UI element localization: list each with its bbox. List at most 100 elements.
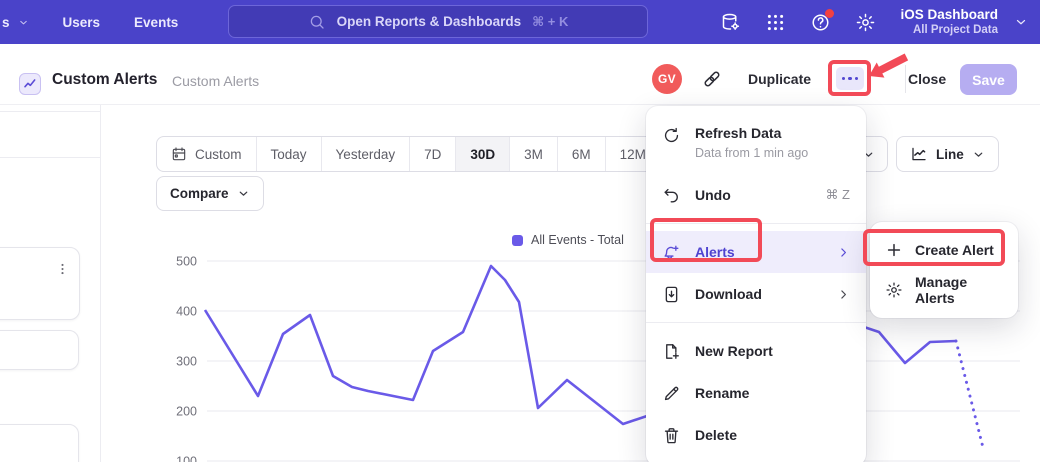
nav-item-partial-label: s xyxy=(2,15,10,30)
menu-item-label: Delete xyxy=(695,426,737,445)
menu-divider xyxy=(646,223,866,224)
submenu-item-create-alert[interactable]: Create Alert xyxy=(870,230,1018,270)
svg-text:400: 400 xyxy=(176,305,197,319)
menu-item-rename[interactable]: Rename xyxy=(646,372,866,414)
nav-items: Users Events xyxy=(63,15,179,30)
page-title: Custom Alerts xyxy=(52,71,157,89)
menu-item-label: Undo xyxy=(695,186,731,205)
report-thumbnail xyxy=(19,73,41,95)
undo-icon xyxy=(662,186,681,205)
range-yesterday[interactable]: Yesterday xyxy=(321,137,410,171)
range-today[interactable]: Today xyxy=(256,137,321,171)
menu-item-delete[interactable]: Delete xyxy=(646,414,866,456)
menu-item-new-report[interactable]: New Report xyxy=(646,330,866,372)
save-button[interactable]: Save xyxy=(960,64,1017,95)
legend-label: All Events - Total xyxy=(531,233,624,247)
menu-item-shortcut: ⌘ Z xyxy=(825,187,850,203)
help-button[interactable] xyxy=(810,12,831,33)
kebab-menu-icon[interactable] xyxy=(55,259,70,279)
range-6m[interactable]: 6M xyxy=(557,137,605,171)
download-icon xyxy=(662,285,681,304)
nav-item-users[interactable]: Users xyxy=(63,15,101,30)
chevron-down-icon xyxy=(1014,15,1028,29)
submenu-item-label: Manage Alerts xyxy=(915,274,1003,306)
compare-button[interactable]: Compare xyxy=(156,176,264,211)
settings-gear-icon[interactable] xyxy=(855,12,876,33)
menu-item-label: Rename xyxy=(695,384,749,403)
menu-item-label: Alerts xyxy=(695,243,735,262)
app-screen: 500 400 300 200 100 All Events - Total Custo… xyxy=(0,0,1040,462)
link-icon[interactable] xyxy=(701,68,723,90)
range-30d[interactable]: 30D xyxy=(455,137,509,171)
gear-icon xyxy=(885,281,903,299)
duplicate-button[interactable]: Duplicate xyxy=(748,71,811,87)
global-search[interactable]: Open Reports & Dashboards ⌘ + K xyxy=(228,5,648,38)
report-header: Custom Alerts Custom Alerts GV Duplicate… xyxy=(0,44,1040,105)
nav-right: iOS Dashboard All Project Data xyxy=(720,0,1028,44)
menu-item-sublabel: Data from 1 min ago xyxy=(695,145,808,162)
search-placeholder: Open Reports & Dashboards xyxy=(337,14,522,29)
alerts-submenu: Create Alert Manage Alerts xyxy=(870,222,1018,318)
dashboard-card-peek[interactable] xyxy=(0,424,79,462)
line-chart-icon xyxy=(910,145,928,163)
nav-item-partial[interactable]: s xyxy=(2,15,29,30)
dashboard-card-peek[interactable] xyxy=(0,330,79,370)
menu-divider xyxy=(646,322,866,323)
menu-item-label: Refresh Data xyxy=(695,124,808,143)
pencil-icon xyxy=(662,384,681,403)
notification-dot xyxy=(825,9,834,18)
nav-left: s Users Events xyxy=(2,0,178,44)
svg-text:100: 100 xyxy=(176,455,197,462)
chevron-down-icon xyxy=(972,148,985,161)
date-range-selector: CustomTodayYesterday7D30D3M6M12M xyxy=(156,136,661,172)
nav-item-events[interactable]: Events xyxy=(134,15,178,30)
menu-item-undo[interactable]: Undo ⌘ Z xyxy=(646,174,866,216)
svg-text:200: 200 xyxy=(176,405,197,419)
svg-text:500: 500 xyxy=(176,255,197,269)
avatar[interactable]: GV xyxy=(652,64,682,94)
database-gear-icon[interactable] xyxy=(720,12,741,33)
project-subtitle: All Project Data xyxy=(900,23,998,38)
breadcrumb[interactable]: Custom Alerts xyxy=(172,73,259,89)
submenu-item-manage-alerts[interactable]: Manage Alerts xyxy=(870,270,1018,310)
file-plus-icon xyxy=(662,342,681,361)
chevron-right-icon xyxy=(837,246,850,259)
menu-item-refresh-data[interactable]: Refresh Data Data from 1 min ago xyxy=(646,116,866,174)
search-shortcut: ⌘ + K xyxy=(532,14,568,30)
chevron-down-icon xyxy=(18,17,29,28)
apps-grid-icon[interactable] xyxy=(765,12,786,33)
compare-label: Compare xyxy=(170,186,229,201)
submenu-item-label: Create Alert xyxy=(915,242,994,258)
chart-type-label: Line xyxy=(936,147,964,162)
plus-icon xyxy=(885,241,903,259)
project-switcher[interactable]: iOS Dashboard All Project Data xyxy=(900,6,998,38)
sidebar-divider xyxy=(0,111,100,112)
chevron-right-icon xyxy=(837,288,850,301)
sidebar-right-border xyxy=(100,105,101,462)
project-title: iOS Dashboard xyxy=(900,6,998,24)
svg-text:300: 300 xyxy=(176,355,197,369)
range-7d[interactable]: 7D xyxy=(409,137,455,171)
menu-item-label: New Report xyxy=(695,342,773,361)
range-3m[interactable]: 3M xyxy=(509,137,557,171)
top-navbar: s Users Events Open Reports & Dashboards … xyxy=(0,0,1040,44)
chart-thumb-icon xyxy=(22,76,38,92)
more-options-menu: Refresh Data Data from 1 min ago Undo ⌘ Z… xyxy=(646,106,866,462)
legend-swatch xyxy=(512,235,523,246)
close-button[interactable]: Close xyxy=(908,71,946,87)
refresh-icon xyxy=(662,126,681,145)
chevron-down-icon xyxy=(237,187,250,200)
search-icon xyxy=(308,13,326,31)
bell-plus-icon xyxy=(662,243,681,262)
header-divider xyxy=(905,65,906,93)
range-custom[interactable]: Custom xyxy=(157,137,256,171)
menu-item-download[interactable]: Download xyxy=(646,273,866,315)
menu-item-label: Download xyxy=(695,285,762,304)
menu-item-alerts[interactable]: Alerts xyxy=(646,231,866,273)
more-options-button[interactable] xyxy=(836,67,864,90)
chart-legend: All Events - Total xyxy=(512,233,624,247)
calendar-icon xyxy=(171,146,187,162)
sidebar-divider xyxy=(0,157,100,158)
dashboard-card-peek[interactable] xyxy=(0,247,80,320)
chart-type-button[interactable]: Line xyxy=(896,136,999,172)
